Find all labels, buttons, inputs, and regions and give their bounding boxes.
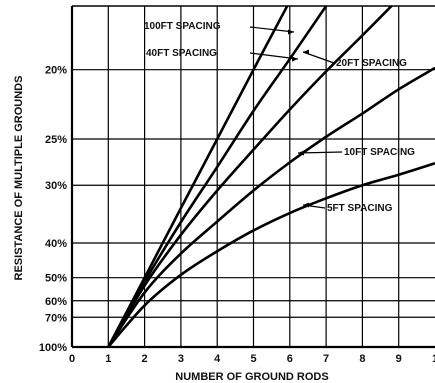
series-line	[107, 6, 289, 347]
series-labels: 100FT SPACING 40FT SPACING 20FT SPACING 10F…	[144, 21, 415, 214]
label-leader	[249, 52, 299, 60]
y-tick-label: 25%	[45, 134, 67, 146]
series-label: 20FT SPACING	[336, 58, 407, 69]
label-arrowhead	[303, 49, 309, 55]
tick-labels: 0 1 2 3 4 5 6 7 8 9 1 20% 25% 30% 40% 50% 60% 70% 100%	[39, 65, 435, 365]
series-line	[107, 6, 394, 347]
series-line	[107, 6, 328, 347]
y-tick-label: 70%	[45, 312, 67, 324]
x-tick-label: 6	[287, 353, 293, 365]
series-label: 10FT SPACING	[344, 147, 415, 158]
series-lines	[107, 6, 435, 347]
x-tick-label: 5	[250, 353, 256, 365]
x-tick-label: 3	[178, 353, 184, 365]
label-arrowhead	[303, 202, 309, 208]
x-tick-label: 8	[359, 353, 365, 365]
x-axis-label: NUMBER OF GROUND RODS	[175, 371, 328, 383]
x-tick-label: 9	[396, 353, 402, 365]
x-tick-label: 7	[323, 353, 329, 365]
series-label: 40FT SPACING	[146, 48, 217, 59]
label-leader	[297, 151, 343, 154]
x-tick-label: 1	[432, 353, 435, 365]
x-tick-label: 1	[105, 353, 111, 365]
y-tick-label: 40%	[45, 238, 67, 250]
y-tick-label: 30%	[45, 180, 67, 192]
x-tick-label: 2	[142, 353, 148, 365]
series-label: 100FT SPACING	[144, 21, 221, 32]
series-line	[107, 66, 435, 347]
label-leader	[249, 26, 295, 33]
x-tick-label: 0	[69, 353, 75, 365]
series-line	[107, 162, 435, 347]
label-arrowhead	[288, 29, 294, 35]
label-arrowhead	[292, 56, 298, 62]
series-label: 5FT SPACING	[327, 203, 393, 214]
y-tick-label: 60%	[45, 296, 67, 308]
y-tick-label: 50%	[45, 273, 67, 285]
y-tick-label: 20%	[45, 65, 67, 77]
x-tick-label: 4	[214, 353, 221, 365]
label-arrowhead	[298, 150, 304, 156]
y-axis-label: RESISTANCE OF MULTIPLE GROUNDS	[13, 76, 25, 281]
y-tick-label: 100%	[39, 342, 67, 354]
